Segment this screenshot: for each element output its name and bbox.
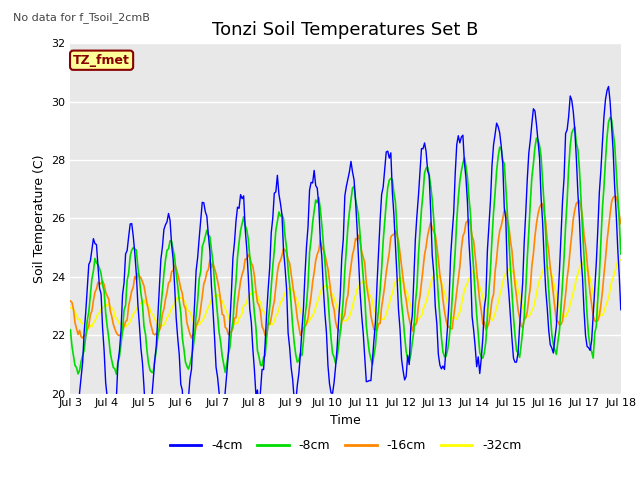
Legend: -4cm, -8cm, -16cm, -32cm: -4cm, -8cm, -16cm, -32cm [164,434,527,457]
Y-axis label: Soil Temperature (C): Soil Temperature (C) [33,154,45,283]
X-axis label: Time: Time [330,414,361,427]
Text: TZ_fmet: TZ_fmet [73,54,130,67]
Title: Tonzi Soil Temperatures Set B: Tonzi Soil Temperatures Set B [212,21,479,39]
Text: No data for f_Tsoil_2cmB: No data for f_Tsoil_2cmB [13,12,150,23]
